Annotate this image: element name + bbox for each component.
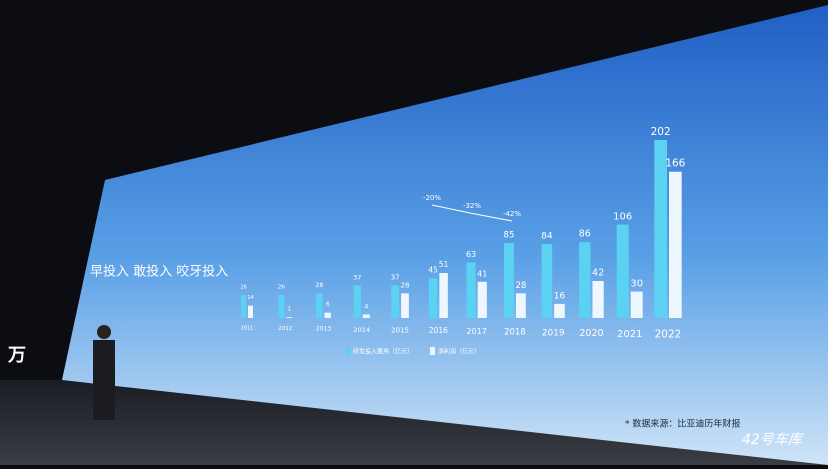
- value-label: 14: [247, 295, 253, 301]
- presenter-head: [97, 325, 111, 339]
- chart-title: 早投入 敢投入 咬牙投入: [90, 264, 228, 280]
- value-label: 202: [651, 126, 671, 138]
- bar: [466, 262, 476, 318]
- x-tick-label: 2017: [466, 327, 486, 336]
- screen: [62, 5, 828, 465]
- bar: [401, 293, 409, 318]
- bar: [477, 281, 487, 318]
- bar: [630, 291, 643, 318]
- edge-text: 万: [7, 345, 26, 366]
- x-tick-label: 2018: [504, 328, 526, 338]
- bar: [439, 273, 448, 318]
- annotation: -42%: [503, 210, 521, 218]
- bar: [541, 243, 553, 318]
- bar: [316, 293, 323, 318]
- value-label: 85: [504, 231, 515, 241]
- bar: [241, 295, 246, 318]
- presenter: [93, 340, 115, 420]
- value-label: 6: [326, 301, 330, 308]
- bar: [278, 295, 285, 318]
- footnote: * 数据来源：比亚迪历年财报: [625, 418, 740, 430]
- x-tick-label: 2020: [579, 328, 603, 339]
- x-tick-label: 2019: [542, 328, 565, 338]
- bar: [428, 278, 438, 318]
- bar: [579, 242, 591, 318]
- x-tick-label: 2021: [617, 329, 642, 340]
- value-label: 26: [240, 285, 246, 291]
- x-tick-label: 2015: [391, 326, 409, 334]
- x-tick-label: 2022: [655, 329, 682, 341]
- value-label: 26: [278, 285, 285, 291]
- x-tick-label: 2013: [316, 326, 331, 333]
- legend-label: 研发投入费用（亿元）: [353, 348, 413, 356]
- value-label: 28: [316, 282, 324, 289]
- bar: [286, 317, 292, 318]
- bar: [515, 293, 526, 318]
- legend-swatch: [345, 347, 350, 355]
- x-tick-label: 2016: [429, 326, 448, 335]
- annotation: -32%: [463, 202, 481, 210]
- value-label: 1: [287, 307, 291, 313]
- value-label: 106: [613, 212, 632, 223]
- bar: [391, 285, 400, 318]
- x-tick-label: 2014: [354, 326, 371, 334]
- value-label: 51: [439, 260, 449, 269]
- bar: [554, 303, 565, 318]
- value-label: 84: [541, 231, 553, 241]
- bar: [616, 224, 629, 318]
- watermark: 42号车库: [742, 432, 804, 448]
- value-label: 166: [665, 158, 685, 170]
- bar: [353, 285, 361, 318]
- value-label: 37: [353, 273, 361, 281]
- bar: [654, 140, 667, 318]
- legend-swatch: [430, 347, 435, 355]
- value-label: 4: [364, 302, 368, 310]
- value-label: 86: [579, 229, 591, 240]
- annotation: -20%: [423, 194, 441, 202]
- bar: [324, 312, 331, 318]
- value-label: 28: [401, 281, 410, 289]
- x-tick-label: 2011: [241, 326, 254, 332]
- bar: [362, 314, 370, 318]
- value-label: 45: [428, 265, 438, 274]
- legend-label: 净利润（亿元）: [438, 348, 480, 356]
- value-label: 63: [466, 250, 476, 259]
- bar: [669, 171, 682, 318]
- bar: [504, 243, 514, 318]
- value-label: 41: [477, 269, 487, 278]
- value-label: 28: [515, 281, 526, 291]
- bar: [248, 305, 253, 318]
- x-tick-label: 2012: [278, 326, 292, 332]
- value-label: 16: [554, 291, 566, 301]
- trend-line: [431, 204, 513, 222]
- value-label: 42: [592, 267, 604, 278]
- value-label: 37: [391, 273, 400, 281]
- bar: [592, 280, 604, 318]
- value-label: 30: [630, 279, 643, 290]
